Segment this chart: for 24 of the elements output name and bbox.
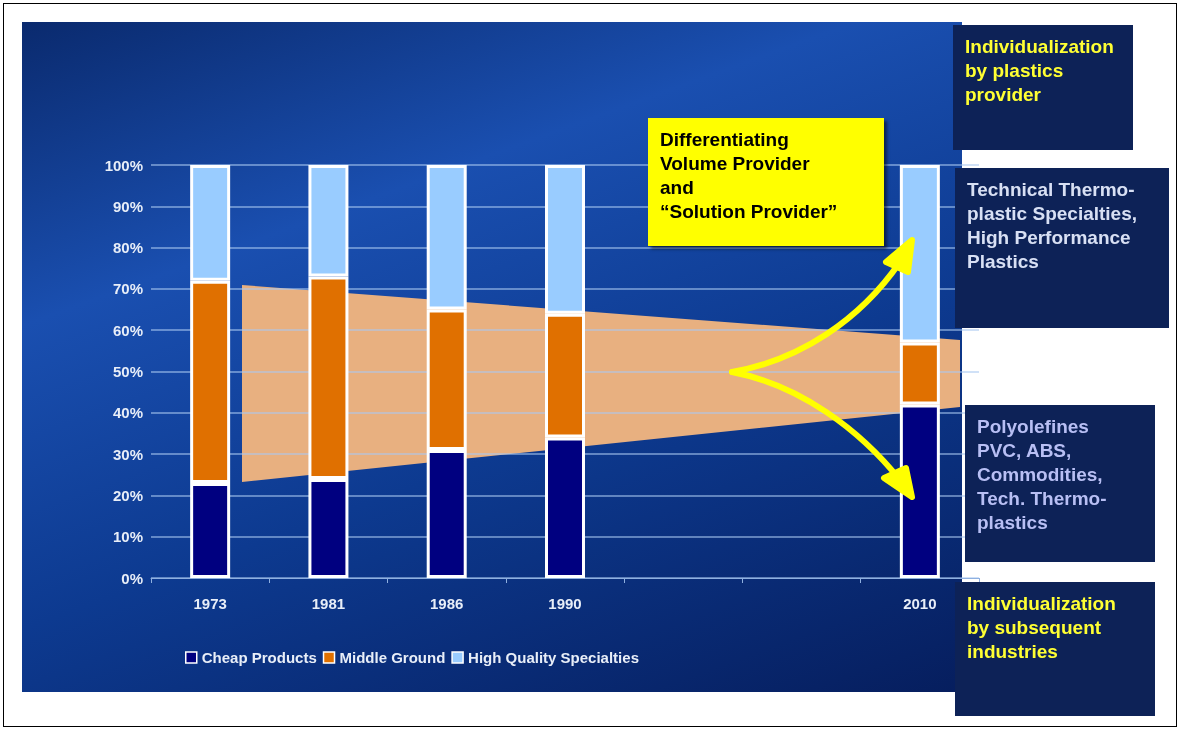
x-tick-label: 1973	[193, 595, 227, 612]
text: Individualization by subsequent industries	[966, 592, 1117, 664]
y-tick-label: 40%	[112, 404, 143, 422]
x-tick-label: 2010	[903, 595, 937, 612]
x-tick-label: 1981	[311, 595, 346, 612]
text: Individualization by plastics provider	[964, 35, 1115, 107]
annotation: Differentiating Volume Provider and “Solution Provider”	[659, 128, 839, 224]
y-tick-label: 100%	[104, 156, 143, 174]
legend-label: Middle Ground	[339, 649, 446, 666]
y-tick-label: 50%	[112, 363, 143, 380]
annotation: Technical Thermo- plastic Specialties, High Performance Plastics	[966, 178, 1139, 274]
y-tick-label: 80%	[112, 239, 143, 257]
y-tick-label: 90%	[112, 197, 143, 215]
y-tick-label: 20%	[112, 486, 143, 504]
y-tick-label: 30%	[112, 445, 143, 463]
legend-label: High Quality Specialties	[468, 649, 639, 666]
y-tick-label: 70%	[112, 280, 143, 298]
legend-label: Cheap Products	[201, 649, 317, 666]
y-tick-label: 0%	[121, 569, 143, 587]
annotation: Polyolefines PVC, ABS, Commodities, Tech. Thermo- plastics	[976, 415, 1108, 535]
y-tick-label: 60%	[112, 321, 143, 339]
x-tick-label: 1990	[548, 595, 582, 612]
x-tick-label: 1986	[430, 595, 464, 612]
y-tick-label: 10%	[112, 528, 143, 546]
